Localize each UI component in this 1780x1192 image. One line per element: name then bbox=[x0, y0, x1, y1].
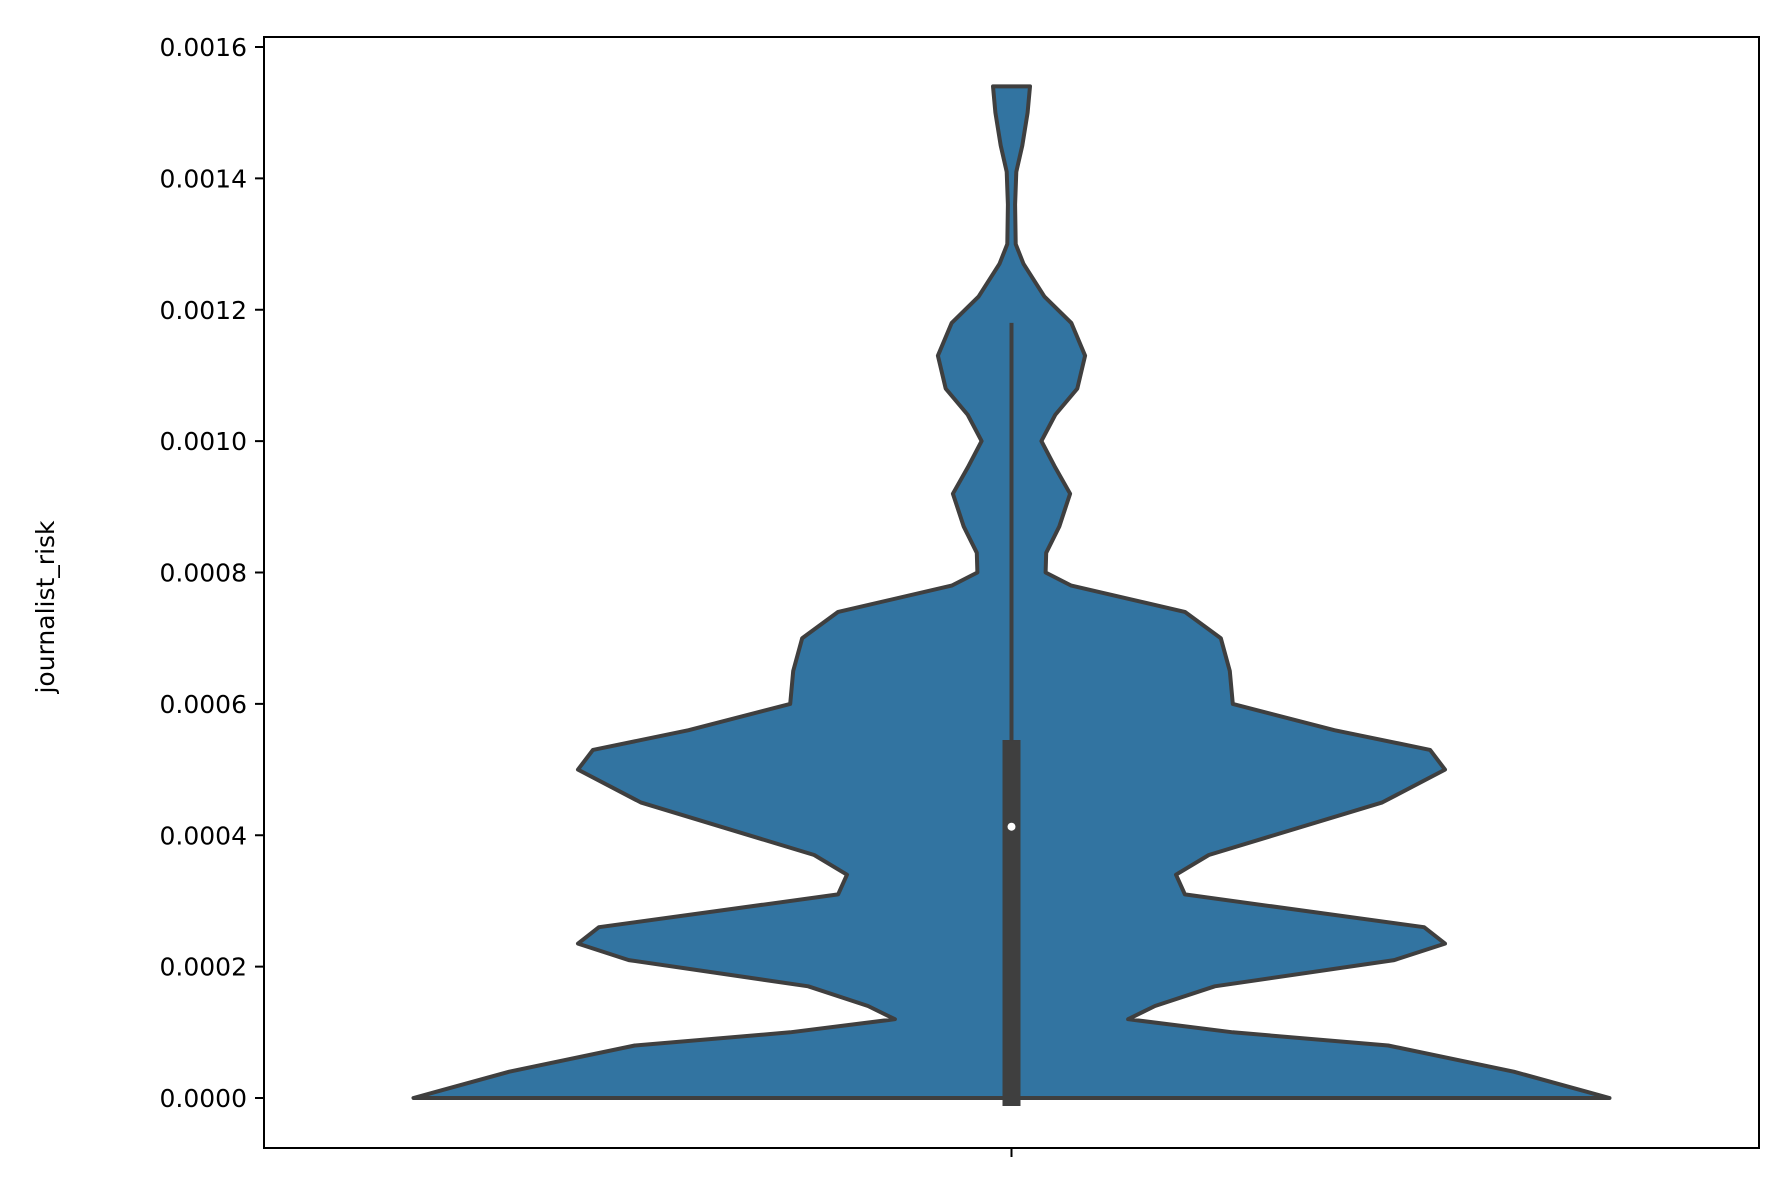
plot-area bbox=[411, 84, 1612, 1106]
y-tick-label: 0.0008 bbox=[160, 559, 247, 588]
y-tick-label: 0.0012 bbox=[160, 296, 247, 325]
y-tick-label: 0.0016 bbox=[160, 33, 247, 62]
y-tick-label: 0.0004 bbox=[160, 821, 247, 850]
violin-median-dot bbox=[1007, 822, 1016, 831]
y-tick-label: 0.0002 bbox=[160, 953, 247, 982]
y-tick-label: 0.0014 bbox=[160, 164, 247, 193]
axes: 0.0000 0.0002 0.0004 0.0006 0.0008 0.0010 0.00… bbox=[160, 33, 1760, 1157]
y-tick-label: 0.0000 bbox=[160, 1084, 247, 1113]
y-tick-label: 0.0006 bbox=[160, 690, 247, 719]
violin-iqr-box bbox=[1002, 740, 1021, 1106]
y-tick-label: 0.0010 bbox=[160, 427, 247, 456]
y-axis-label: journalist_risk bbox=[31, 520, 60, 695]
